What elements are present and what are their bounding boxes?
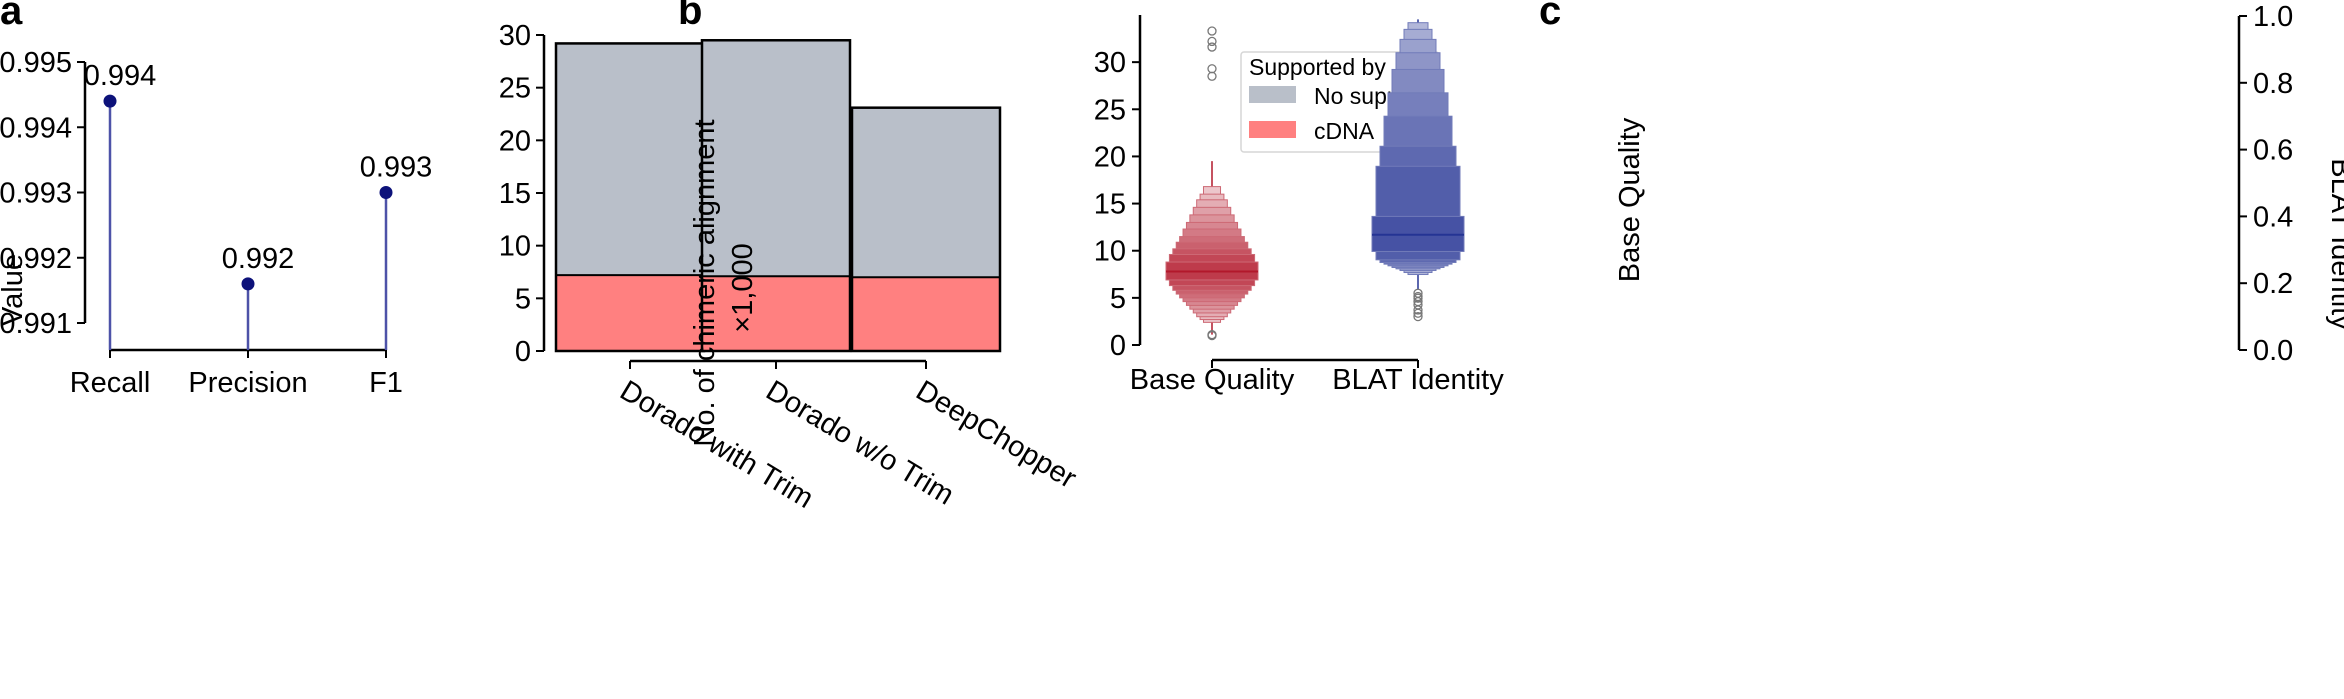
panel-b-y-tick-label: 25: [499, 73, 531, 105]
panel-c-outlier-base-quality: [1207, 64, 1217, 74]
panel-c-right-tick-label: 0.2: [2253, 268, 2293, 300]
panel-c-x-tick-label-base-quality: Base Quality: [1130, 364, 1295, 396]
panel-c-right-tick-label: 0.8: [2253, 68, 2293, 100]
panel-c-right-tick-label: 0.0: [2253, 335, 2293, 367]
panel-a-value-label-recall: 0.994: [84, 60, 157, 92]
panel-b-bar-cdna-dorado-w-o-trim: [702, 276, 850, 351]
panel-b-bar-cdna-dorado-with-trim: [556, 275, 704, 351]
legend-swatch-no-support: [1249, 86, 1296, 103]
panel-label-b: b: [678, 0, 702, 33]
panel-a-marker-recall: [103, 94, 117, 108]
panel-b-y-tick-label: 5: [515, 283, 531, 315]
panel-c-left-tick-label: 15: [1094, 189, 1126, 221]
panel-b-y-tick-label: 20: [499, 125, 531, 157]
panel-a-y-tick-label: 0.994: [0, 112, 72, 144]
panel-a-value-label-precision: 0.992: [222, 243, 295, 275]
panel-c-x-tick-label-blat-identity: BLAT Identity: [1332, 364, 1504, 396]
panel-c-right-tick-label: 0.6: [2253, 135, 2293, 167]
panel-c-right-axis-title: BLAT Identity: [2325, 158, 2344, 330]
panel-b-y-axis-title: No. of chimeric alignment: [689, 119, 721, 446]
panel-a-axes: 0.991 0.992 0.993 0.994 0.995 Recall Precision…: [0, 47, 403, 399]
panel-c-left-tick-label: 0: [1110, 330, 1126, 362]
panel-b-bars: [554, 39, 1002, 353]
panel-c-axes: 0 5 10 15 20 25 30 0.0 0.2 0.4 0.6 0.8 1.0 Base Quali…: [1094, 1, 2294, 396]
panel-a-x-tick-label-f1: F1: [369, 367, 403, 399]
panel-a-y-tick-label: 0.992: [0, 243, 72, 275]
panel-b-bar-outline-deepchopper: [850, 106, 1002, 353]
legend-label-cdna: cDNA: [1314, 118, 1375, 144]
panel-b-y-tick-label: 30: [499, 20, 531, 52]
panel-a-lollipop-chart: 0.991 0.992 0.993 0.994 0.995 Recall Precision…: [0, 47, 432, 399]
panel-c-boxen-chart: 0 5 10 15 20 25 30 0.0 0.2 0.4 0.6 0.8 1.0 Base Quali…: [1094, 1, 2344, 396]
panel-a-y-tick-label: 0.991: [0, 308, 72, 340]
panel-a-x-tick-label-precision: Precision: [188, 367, 307, 399]
panel-c-outlier-blat-identity: [1413, 311, 1423, 322]
panel-c-distributions: [1165, 19, 1465, 341]
panel-a-marker-f1: [379, 186, 393, 199]
panel-c-right-tick-label: 1.0: [2253, 1, 2293, 33]
panel-b-bar-no-support-dorado-w-o-trim: [702, 40, 850, 277]
panel-c-outlier-base-quality: [1207, 71, 1217, 81]
panel-b-bar-outline-dorado-w-o-trim: [700, 39, 852, 353]
panel-b-bar-no-support-dorado-with-trim: [556, 43, 704, 276]
panel-c-outlier-base-quality: [1207, 329, 1217, 340]
panel-b-bar-no-support-deepchopper: [852, 107, 1000, 278]
panel-a-value-label-f1: 0.993: [360, 152, 433, 184]
panel-c-outlier-blat-identity: [1413, 288, 1423, 298]
panel-c-left-tick-label: 10: [1094, 236, 1126, 268]
legend-title: Supported by: [1249, 54, 1386, 80]
panel-b-y-tick-label: 0: [515, 336, 531, 368]
panel-a-marker-precision: [241, 277, 255, 291]
panel-c-outlier-base-quality: [1207, 26, 1217, 36]
panel-label-c: c: [1539, 0, 1561, 33]
panel-b-y-tick-label: 10: [499, 231, 531, 263]
panel-c-left-axis-title: Base Quality: [1614, 117, 1646, 282]
panel-a-y-tick-label: 0.993: [0, 178, 72, 210]
panel-c-left-tick-label: 30: [1094, 47, 1126, 79]
panel-c-left-tick-label: 25: [1094, 94, 1126, 126]
panel-c-left-tick-label: 20: [1094, 141, 1126, 173]
panel-c-outlier-base-quality: [1207, 42, 1217, 52]
panel-b-y-axis-unit: ×1,000: [727, 243, 759, 333]
panel-b-bar-cdna-deepchopper: [852, 277, 1000, 351]
panel-a-x-tick-label-recall: Recall: [70, 367, 151, 399]
panel-a-marks: 0.994 0.992 0.993: [84, 60, 433, 350]
panel-a-y-axis-title: Value: [0, 254, 29, 326]
panel-a-y-tick-label: 0.995: [0, 47, 72, 79]
panel-c-right-tick-label: 0.4: [2253, 201, 2293, 233]
legend-swatch-cdna: [1249, 121, 1296, 138]
panel-c-outlier-base-quality: [1207, 36, 1217, 47]
panel-b-y-tick-label: 15: [499, 178, 531, 210]
panel-label-a: a: [0, 0, 23, 33]
panel-c-outlier-blat-identity: [1413, 291, 1423, 302]
panel-c-left-tick-label: 5: [1110, 283, 1126, 315]
